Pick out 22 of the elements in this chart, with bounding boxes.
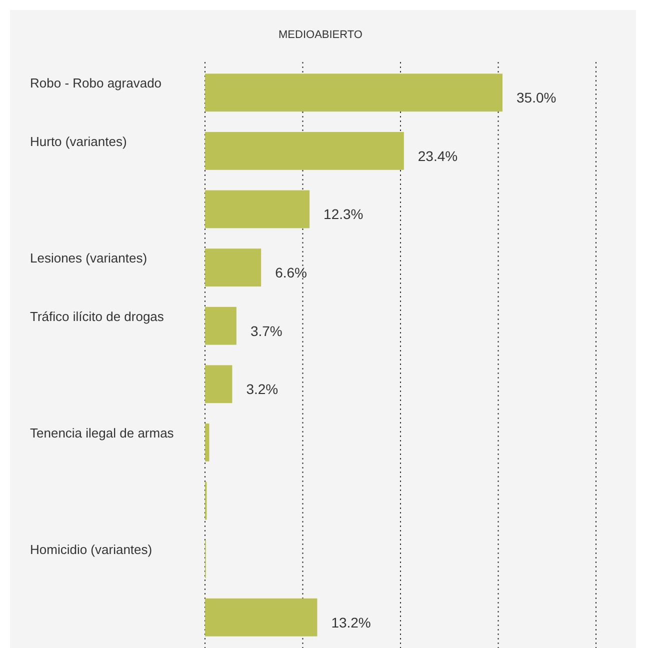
y-tick-label: Lesiones (variantes)	[30, 250, 148, 266]
data-label: 35.0%	[516, 90, 556, 106]
data-label: 6.6%	[275, 264, 308, 281]
data-label: 23.4%	[418, 148, 458, 164]
y-tick-label: Homicidio (variantes)	[30, 542, 152, 558]
data-label: 12.3%	[324, 206, 364, 222]
bar	[205, 132, 404, 170]
data-label: 3.2%	[246, 381, 278, 398]
y-tick-label: Robo - Robo agravado	[30, 76, 162, 91]
chart-title: MEDIOABIERTO	[278, 29, 363, 41]
data-label: 13.2%	[331, 614, 371, 630]
y-tick-label: Hurto (variantes)	[30, 134, 127, 149]
bar	[205, 598, 318, 636]
data-label: 3.7%	[250, 322, 282, 339]
bar	[205, 190, 310, 228]
bar	[205, 306, 236, 345]
bar	[205, 248, 262, 286]
bar	[205, 74, 502, 112]
y-tick-label: Tráfico ilícito de drogas	[30, 308, 164, 324]
bar	[205, 365, 232, 404]
bar	[205, 424, 210, 462]
y-tick-label: Tenencia ilegal de armas	[30, 426, 174, 441]
